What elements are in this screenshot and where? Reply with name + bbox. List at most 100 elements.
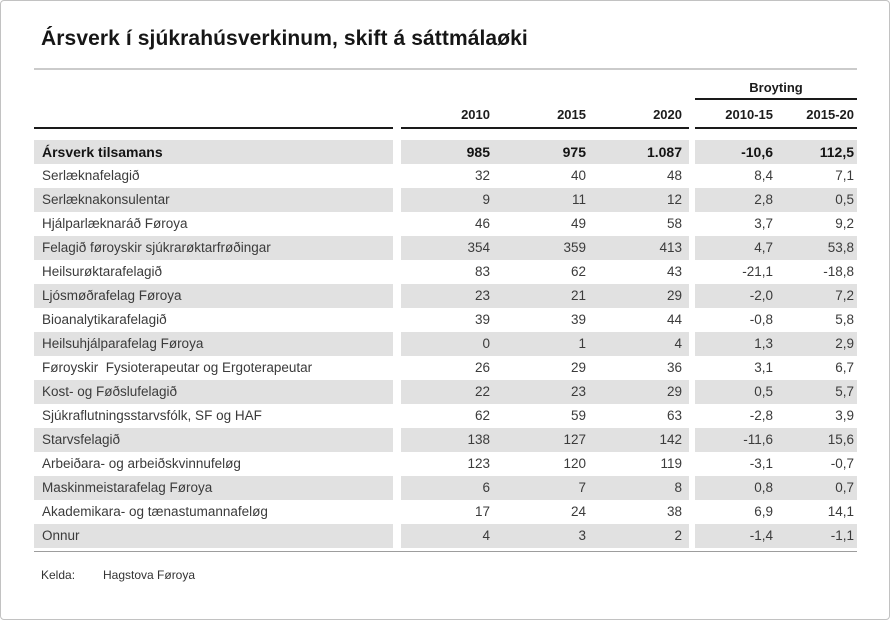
table-row: Serlæknakonsulentar 9 11 12 2,8 0,5: [34, 188, 857, 212]
figure-content: Ársverk í sjúkrahúsverkinum, skift á sát…: [34, 27, 857, 582]
cell-2020: 119: [660, 456, 682, 471]
cell-broyting-2010-15: -1,4: [695, 524, 776, 548]
cell-2010: 23: [401, 284, 497, 308]
cell-broyting-2010-15: 2,8: [695, 188, 776, 212]
table-row: Føroyskir Fysioterapeutar og Ergoterapeu…: [34, 356, 857, 380]
cell-2020: 29: [593, 380, 689, 404]
table-row: Akademikara- og tænastumannafeløg 17 24 …: [34, 500, 857, 524]
cell-2020: 48: [666, 168, 682, 183]
cell-broyting-2010-15: 3,7: [754, 216, 773, 231]
cell-2010: 4: [401, 524, 497, 548]
row-label: Felagið føroyskir sjúkrarøktarfrøðingar: [34, 236, 393, 260]
cell-2015: 127: [497, 428, 593, 452]
cell-2015: 975: [497, 140, 593, 164]
cell-2015: 7: [497, 476, 593, 500]
cell-2020: 44: [666, 312, 682, 327]
cell-2010: 46: [474, 216, 490, 231]
cell-broyting-2015-20: 6,7: [835, 360, 854, 375]
row-label: Ljósmøðrafelag Føroya: [34, 284, 393, 308]
cell-2020: 142: [593, 428, 689, 452]
cell-2020: 413: [593, 236, 689, 260]
cell-broyting-2015-20: -1,1: [776, 524, 857, 548]
cell-2020: 58: [666, 216, 682, 231]
header-rule-broyting: [695, 127, 857, 129]
row-label: Arbeiðara- og arbeiðskvinnufeløg: [42, 456, 241, 471]
cell-broyting-2010-15: 8,4: [754, 168, 773, 183]
cell-2015: 23: [497, 380, 593, 404]
table-header-rule-row: [34, 127, 857, 129]
row-label: Heilsurøktarafelagið: [42, 264, 163, 279]
table-row: Felagið føroyskir sjúkrarøktarfrøðingar …: [34, 236, 857, 260]
cell-broyting-2015-20: 5,8: [835, 312, 854, 327]
table-row: Hjálparlæknaráð Føroya 46 49 58 3,7 9,2: [34, 212, 857, 236]
table-group-header-row: Broyting: [34, 80, 857, 100]
cell-broyting-2015-20: -18,8: [823, 264, 854, 279]
table-row: Serlæknafelagið 32 40 48 8,4 7,1: [34, 164, 857, 188]
row-label: Føroyskir Fysioterapeutar og Ergoterapeu…: [42, 360, 313, 375]
table-row: Arbeiðara- og arbeiðskvinnufeløg 123 120…: [34, 452, 857, 476]
row-label: Hjálparlæknaráð Føroya: [42, 216, 188, 231]
cell-broyting-2015-20: 3,9: [835, 408, 854, 423]
row-label: Bioanalytikarafelagið: [42, 312, 167, 327]
row-label: Onnur: [34, 524, 393, 548]
row-label: Ársverk tilsamans: [34, 140, 393, 164]
cell-2020: 8: [593, 476, 689, 500]
cell-2010: 9: [401, 188, 497, 212]
cell-broyting-2010-15: -2,0: [695, 284, 776, 308]
cell-broyting-2010-15: 0,8: [695, 476, 776, 500]
cell-2015: 24: [570, 504, 586, 519]
cell-2015: 29: [570, 360, 586, 375]
column-header-2015: 2015: [557, 107, 586, 122]
cell-2010: 39: [474, 312, 490, 327]
cell-broyting-2015-20: 7,2: [776, 284, 857, 308]
header-rule-labels: [34, 127, 393, 129]
cell-2010: 0: [401, 332, 497, 356]
row-label: Akademikara- og tænastumannafeløg: [42, 504, 268, 519]
cell-broyting-2015-20: 0,5: [776, 188, 857, 212]
cell-broyting-2010-15: -0,8: [749, 312, 773, 327]
cell-2015: 39: [570, 312, 586, 327]
cell-2015: 120: [563, 456, 586, 471]
cell-broyting-2010-15: 3,1: [754, 360, 773, 375]
cell-broyting-2010-15: -21,1: [742, 264, 773, 279]
cell-2010: 17: [474, 504, 490, 519]
cell-broyting-2015-20: 2,9: [776, 332, 857, 356]
table-row: Starvsfelagið 138 127 142 -11,6 15,6: [34, 428, 857, 452]
table-row: Ársverk tilsamans 985 975 1.087 -10,6 11…: [34, 140, 857, 164]
page-title: Ársverk í sjúkrahúsverkinum, skift á sát…: [41, 27, 528, 50]
row-label: Sjúkraflutningsstarvsfólk, SF og HAF: [42, 408, 262, 423]
cell-broyting-2015-20: 7,1: [835, 168, 854, 183]
table-row: Heilsurøktarafelagið 83 62 43 -21,1 -18,…: [34, 260, 857, 284]
cell-broyting-2010-15: -11,6: [695, 428, 776, 452]
row-label: Kost- og Føðslufelagið: [34, 380, 393, 404]
table-row: Ljósmøðrafelag Føroya 23 21 29 -2,0 7,2: [34, 284, 857, 308]
cell-2015: 62: [570, 264, 586, 279]
cell-2010: 32: [474, 168, 490, 183]
cell-2010: 123: [467, 456, 490, 471]
cell-broyting-2010-15: 4,7: [695, 236, 776, 260]
cell-broyting-2015-20: 15,6: [776, 428, 857, 452]
cell-2020: 12: [593, 188, 689, 212]
cell-2015: 40: [570, 168, 586, 183]
table-row: Onnur 4 3 2 -1,4 -1,1: [34, 524, 857, 548]
row-label: Serlæknakonsulentar: [34, 188, 393, 212]
cell-2010: 6: [401, 476, 497, 500]
header-rule-years: [401, 127, 689, 129]
row-label: Serlæknafelagið: [42, 168, 140, 183]
column-header-2010-15: 2010-15: [725, 107, 773, 122]
cell-2015: 21: [497, 284, 593, 308]
source-value: Hagstova Føroya: [103, 568, 196, 582]
cell-2020: 2: [593, 524, 689, 548]
title-divider: [34, 68, 857, 70]
table-row: Kost- og Føðslufelagið 22 23 29 0,5 5,7: [34, 380, 857, 404]
column-header-2015-20: 2015-20: [806, 107, 854, 122]
cell-2015: 59: [570, 408, 586, 423]
cell-2010: 62: [474, 408, 490, 423]
cell-2010: 985: [401, 140, 497, 164]
cell-2020: 1.087: [593, 140, 689, 164]
cell-2015: 1: [497, 332, 593, 356]
cell-2020: 63: [666, 408, 682, 423]
cell-broyting-2015-20: 0,7: [776, 476, 857, 500]
cell-broyting-2015-20: 112,5: [776, 140, 857, 164]
